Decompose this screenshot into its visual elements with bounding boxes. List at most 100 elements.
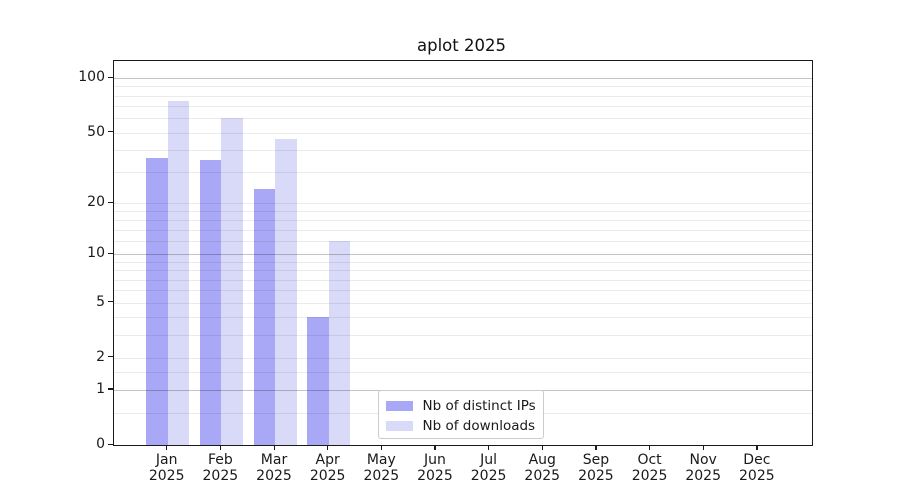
month-year: 2025	[739, 467, 775, 484]
grid-minor-line	[113, 172, 812, 174]
month-name: Jul	[480, 452, 498, 468]
grid-major-line	[113, 254, 812, 256]
y-tick-mark	[107, 76, 113, 78]
month-name: Apr	[315, 452, 340, 468]
bar-distinct-ips-jan	[146, 158, 168, 445]
y-tick-mark	[107, 301, 113, 303]
x-tick-label-apr: Apr 2025	[296, 452, 360, 484]
month-year: 2025	[631, 467, 668, 484]
x-tick-mark	[541, 445, 543, 450]
bar-distinct-ips-feb	[199, 160, 222, 445]
x-tick-label-sep: Sep 2025	[564, 452, 628, 484]
x-tick-label-jun: Jun 2025	[403, 452, 467, 484]
grid-line	[113, 357, 812, 359]
month-name: Jan	[155, 452, 178, 468]
month-name: Mar	[260, 452, 288, 468]
x-tick-mark	[434, 445, 436, 450]
x-tick-mark	[327, 445, 329, 450]
y-tick-label: 10	[87, 245, 105, 262]
grid-major-line	[113, 78, 812, 80]
y-tick-mark	[107, 252, 113, 255]
grid-minor-line	[113, 317, 812, 319]
grid-minor-line	[113, 334, 812, 336]
grid-minor-line	[113, 241, 812, 243]
x-tick-mark	[380, 445, 382, 450]
x-tick-label-jul: Jul 2025	[457, 452, 521, 484]
x-tick-mark	[273, 445, 275, 450]
grid-minor-line	[113, 95, 812, 97]
y-tick-mark	[107, 356, 113, 358]
y-tick-label: 50	[87, 123, 105, 140]
month-name: Nov	[689, 452, 717, 468]
month-year: 2025	[202, 467, 239, 484]
x-tick-mark	[756, 445, 758, 450]
grid-minor-line	[113, 86, 812, 88]
grid-minor-line	[113, 210, 812, 212]
legend-swatch-distinct-ips	[385, 400, 413, 411]
month-name: Aug	[528, 452, 556, 468]
month-year: 2025	[309, 467, 346, 484]
x-tick-label-mar: Mar 2025	[242, 452, 306, 484]
grid-line	[113, 302, 812, 304]
x-tick-label-dec: Dec 2025	[725, 452, 789, 484]
y-tick-mark	[107, 443, 113, 445]
x-tick-label-oct: Oct 2025	[618, 452, 682, 484]
month-name: May	[366, 452, 396, 468]
grid-line	[113, 203, 812, 205]
grid-minor-line	[113, 279, 812, 281]
month-name: Oct	[637, 452, 662, 468]
month-year: 2025	[578, 467, 614, 484]
legend: Nb of distinct IPs Nb of downloads	[377, 389, 544, 439]
x-tick-label-jan: Jan 2025	[135, 452, 199, 484]
x-tick-label-may: May 2025	[349, 452, 413, 484]
chart-title: aplot 2025	[417, 36, 506, 55]
y-tick-label: 1	[96, 380, 105, 397]
bar-downloads-apr	[328, 241, 351, 445]
legend-item: Nb of downloads	[385, 416, 543, 436]
bar-distinct-ips-apr	[307, 317, 329, 445]
grid-minor-line	[113, 270, 812, 272]
month-name: Sep	[582, 452, 610, 468]
month-name: Jun	[424, 452, 446, 468]
bar-downloads-mar	[275, 139, 297, 445]
grid-minor-line	[113, 229, 812, 231]
x-tick-mark	[166, 445, 168, 450]
y-tick-label: 20	[87, 194, 105, 211]
month-year: 2025	[417, 467, 453, 484]
legend-label: Nb of downloads	[422, 417, 536, 434]
y-tick-mark	[107, 131, 113, 133]
x-tick-label-feb: Feb 2025	[188, 452, 252, 484]
grid-minor-line	[113, 290, 812, 292]
grid-minor-line	[113, 219, 812, 221]
bar-downloads-jan	[167, 100, 190, 445]
grid-minor-line	[113, 118, 812, 120]
x-tick-label-nov: Nov 2025	[671, 452, 735, 484]
y-tick-label: 2	[96, 348, 105, 365]
grid-line	[113, 132, 812, 134]
y-tick-label: 0	[96, 436, 105, 452]
y-tick-mark	[107, 388, 113, 390]
legend-swatch-downloads	[385, 420, 413, 431]
y-tick-label: 100	[78, 69, 105, 86]
grid-minor-line	[113, 149, 812, 151]
grid-minor-line	[113, 372, 812, 374]
y-tick-mark	[107, 201, 113, 203]
x-tick-mark	[219, 445, 222, 450]
month-year: 2025	[685, 467, 721, 484]
month-year: 2025	[470, 467, 507, 484]
legend-label: Nb of distinct IPs	[422, 397, 536, 414]
x-tick-mark	[488, 445, 490, 450]
x-tick-mark	[649, 445, 651, 450]
month-year: 2025	[256, 467, 292, 484]
month-year: 2025	[148, 467, 185, 484]
x-tick-mark	[702, 445, 704, 450]
month-year: 2025	[524, 467, 561, 484]
month-name: Feb	[207, 452, 233, 468]
x-tick-label-aug: Aug 2025	[510, 452, 574, 484]
grid-minor-line	[113, 106, 812, 108]
month-name: Dec	[743, 452, 771, 468]
month-year: 2025	[363, 467, 400, 484]
legend-item: Nb of distinct IPs	[385, 396, 543, 416]
x-tick-mark	[595, 445, 597, 450]
